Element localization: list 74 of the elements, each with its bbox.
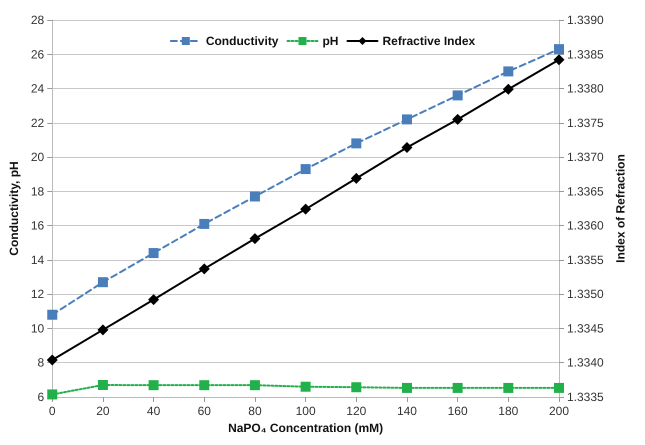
y-tick-label: 24 (30, 82, 45, 96)
point (250, 380, 260, 390)
point (554, 382, 564, 393)
y-tick-label: 18 (30, 184, 45, 198)
x-tick-label: 80 (248, 404, 262, 418)
x-axis-title: NaPO₄ Concentration (mM) (228, 420, 384, 435)
y2-tick-label: 1.3345 (567, 321, 604, 336)
point (300, 204, 312, 215)
x-tick-label: 20 (96, 404, 110, 418)
y2-tick-label: 1.3375 (567, 116, 604, 130)
y-tick-label: 6 (38, 390, 45, 404)
y2-tick-label: 1.3365 (567, 184, 604, 198)
y2-tick-label: 1.3355 (567, 252, 604, 267)
y-tick-label: 8 (38, 356, 45, 370)
x-tick-label: 100 (296, 404, 316, 418)
point (402, 382, 412, 393)
point (148, 294, 160, 306)
point (98, 380, 108, 390)
y2-tick-label: 1.3335 (567, 390, 604, 404)
y-tick-label: 14 (30, 252, 45, 267)
y2-tick-label: 1.3360 (567, 218, 604, 233)
point (351, 382, 362, 392)
point (554, 44, 564, 54)
point (402, 114, 412, 124)
y-tick-label: 16 (30, 218, 45, 233)
point (250, 192, 260, 202)
point (148, 248, 159, 258)
point (350, 172, 362, 184)
x-tick-label: 120 (346, 404, 367, 418)
point (46, 354, 58, 366)
y-tick-label: 12 (30, 287, 45, 302)
point (300, 164, 311, 174)
point (452, 90, 463, 100)
y2-tick-label: 1.3340 (567, 356, 604, 370)
y2-tick-label: 1.3385 (567, 47, 604, 62)
point (47, 310, 58, 320)
point (351, 138, 362, 148)
y2-tick-label: 1.3390 (567, 13, 604, 27)
point (300, 382, 311, 392)
point (503, 382, 514, 393)
y2-axis-title: Index of Refraction (614, 154, 628, 263)
x-tick-label: 60 (198, 404, 212, 418)
point (148, 380, 159, 390)
x-tick-label: 200 (548, 404, 570, 418)
y-tick-label: 28 (30, 13, 45, 27)
point (249, 233, 260, 244)
x-tick-label: 160 (448, 404, 468, 418)
legend-label: pH (322, 34, 338, 48)
x-tick-label: 140 (396, 404, 418, 418)
y-tick-label: 10 (30, 321, 45, 336)
y-tick-label: 26 (30, 47, 45, 62)
x-tick-label: 40 (146, 404, 161, 418)
y2-tick-label: 1.3350 (567, 287, 604, 302)
legend-label: Conductivity (206, 34, 279, 48)
y-tick-label: 20 (30, 150, 45, 164)
y-tick-label: 22 (30, 116, 45, 130)
point (199, 218, 210, 229)
point (199, 380, 210, 390)
point (401, 142, 412, 153)
point (97, 324, 108, 336)
point (198, 263, 210, 274)
point (452, 114, 464, 125)
x-tick-label: 180 (498, 404, 519, 418)
y-axis-title: Conductivity, pH (7, 161, 21, 256)
point (554, 54, 564, 66)
point (98, 277, 108, 288)
y2-tick-label: 1.3380 (567, 82, 604, 96)
legend-label: Refractive Index (382, 34, 476, 48)
point (47, 389, 58, 400)
y2-tick-label: 1.3370 (567, 150, 604, 164)
x-tick-label: 0 (48, 404, 56, 418)
point (502, 84, 514, 95)
point (452, 382, 463, 393)
point (503, 66, 514, 76)
